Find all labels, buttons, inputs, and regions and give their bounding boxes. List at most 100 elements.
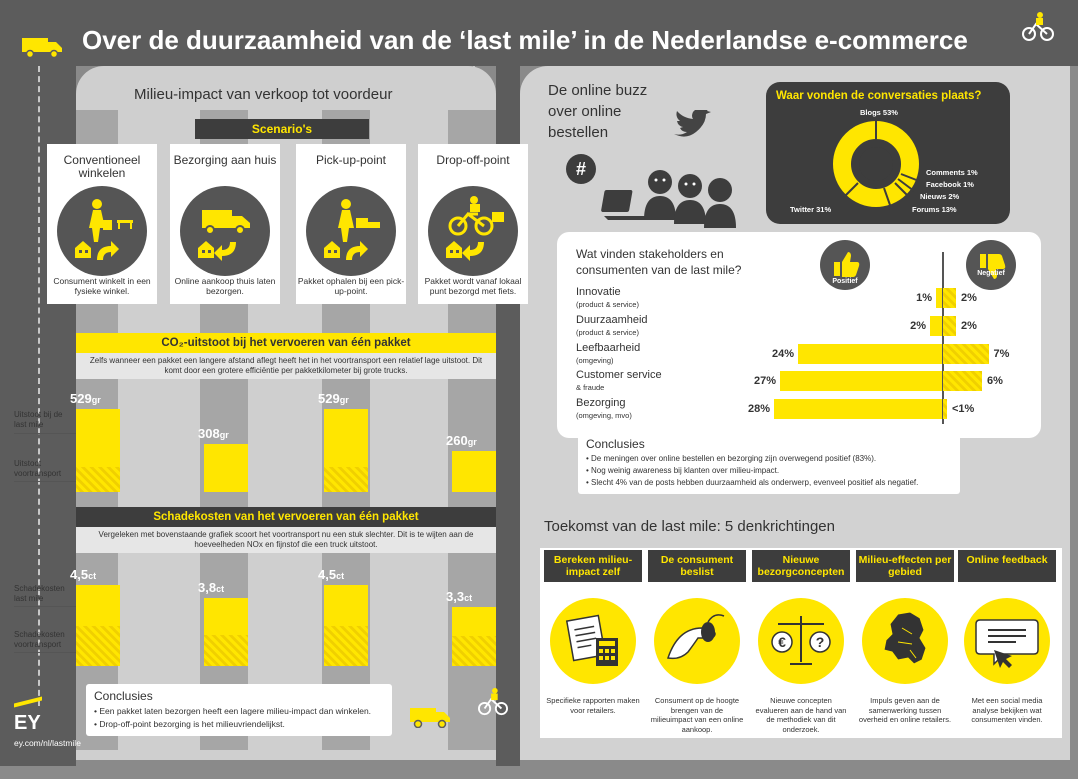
negatief-label: Negatief (977, 270, 1005, 277)
negative-bar (943, 344, 989, 364)
future-item-bezorgconcepten: Nieuwe bezorgconcepten €? Nieuwe concept… (752, 550, 850, 736)
future-item-feedback: Online feedback Met een social media ana… (958, 550, 1056, 736)
legend-line (14, 652, 118, 653)
future-head: De consument beslist (648, 550, 746, 582)
positive-bar (774, 399, 942, 419)
future-caption: Met een social media analyse bekijken wa… (971, 696, 1043, 724)
damage-bar (76, 585, 120, 626)
future-caption: Nieuwe concepten evalueren aan de hand v… (755, 696, 847, 734)
sentiment-row-label: Duurzaamheid (product & service) (576, 314, 648, 337)
people-on-laptop-icon (600, 160, 750, 230)
bicycle-icon (428, 186, 518, 276)
legend-line (14, 433, 118, 434)
conclusion-item: • Slecht 4% van de posts hebben duurzaam… (586, 478, 919, 487)
negative-pct: 6% (987, 375, 1003, 387)
future-head: Bereken milieu-impact zelf (544, 550, 642, 582)
future-item-gebied: Milieu-effecten per gebied Impuls geven … (856, 550, 954, 736)
scenario-caption: Pakket ophalen bij een pick-up-point. (297, 276, 405, 296)
thumbs-down-icon (966, 240, 1016, 290)
brand-url[interactable]: ey.com/nl/lastmile (14, 738, 81, 748)
donut-label-nieuws: Nieuws 2% (920, 192, 960, 201)
svg-text:€: € (778, 634, 786, 650)
future-caption: Impuls geven aan de samenwerking tussen … (858, 696, 952, 724)
positive-pct: 2% (910, 320, 926, 332)
where-title: Waar vonden de conversaties plaats? (776, 90, 982, 102)
sentiment-row-label: Leefbaarheid (omgeving) (576, 342, 641, 365)
scenario-caption: Pakket wordt vanaf lokaal punt bezorgd m… (424, 276, 522, 296)
negative-pct: 2% (961, 320, 977, 332)
co2-value: 529gr (70, 390, 101, 406)
co2-bar-voortransport (76, 467, 120, 492)
road-dash (38, 66, 40, 706)
co2-bar-voortransport (324, 467, 368, 492)
co2-value: 260gr (446, 433, 477, 449)
positive-bar (936, 288, 942, 308)
hand-mouse-icon (654, 598, 740, 684)
future-head: Nieuwe bezorgconcepten (752, 550, 850, 582)
shopping-person-icon (57, 186, 147, 276)
co2-bar (204, 443, 248, 492)
future-caption: Consument op de hoogte brengen van de mi… (650, 696, 744, 734)
co2-bar (452, 451, 496, 492)
positive-pct: 27% (753, 375, 776, 387)
conclusion-item: • De meningen over online bestellen en b… (586, 454, 877, 463)
future-title: Toekomst van de last mile: 5 denkrichtin… (544, 518, 835, 535)
positive-pct: 28% (747, 403, 770, 415)
damage-legend-top: Schadekosten last mile (14, 584, 65, 603)
damage-value: 3,3ct (446, 588, 473, 604)
netherlands-map-icon (862, 598, 948, 684)
positive-pct: 1% (916, 292, 932, 304)
bicycle-courier-icon (478, 686, 508, 716)
conclusions-title: Conclusies (586, 437, 645, 451)
damage-value: 4,5ct (318, 567, 345, 582)
svg-text:?: ? (816, 634, 825, 650)
positive-bar (930, 316, 942, 336)
co2-bar (324, 408, 368, 468)
conclusion-item: • Nog weinig awareness bij klanten over … (586, 466, 780, 475)
hashtag-icon: # (566, 154, 596, 184)
donut-label-facebook: Facebook 1% (926, 180, 974, 189)
damage-bar-voortransport (76, 625, 120, 666)
legend-line (14, 606, 118, 607)
sentiment-row-label: Bezorging (omgeving, mvo) (576, 397, 632, 420)
buzz-title: De online buzz over online bestellen (548, 82, 648, 141)
scenario-label: Drop-off-point (436, 153, 510, 167)
conclusion-item: • Drop-off-point bezorging is het milieu… (94, 719, 285, 729)
damage-bar (452, 606, 496, 637)
conclusions-title: Conclusies (94, 689, 153, 703)
negative-bar (943, 371, 982, 391)
positive-bar (798, 344, 942, 364)
delivery-van-icon (180, 186, 270, 276)
negative-pct: 2% (961, 292, 977, 304)
co2-subtitle: Zelfs wanneer een pakket een langere afs… (76, 353, 496, 379)
future-head: Milieu-effecten per gebied (856, 550, 954, 582)
axis-line (942, 252, 944, 424)
damage-legend-bottom: Schadekosten voortransport (14, 630, 65, 649)
damage-title: Schadekosten van het vervoeren van één p… (76, 507, 496, 527)
scenario-label: Bezorging aan huis (173, 153, 277, 167)
thumbs-up-icon (820, 240, 870, 290)
donut-label-comments: Comments 1% (926, 168, 978, 177)
damage-subtitle: Vergeleken met bovenstaande grafiek scoo… (76, 527, 496, 553)
damage-bar-voortransport (204, 635, 248, 666)
co2-value: 529gr (318, 390, 349, 406)
positive-bar (780, 371, 942, 391)
van-icon (22, 36, 62, 59)
scenario-label: Conventioneel winkelen (63, 153, 141, 180)
scale-icon: €? (758, 598, 844, 684)
co2-legend-bottom: Uitstoot voortransport (14, 459, 62, 478)
right-conclusions: Conclusies • De meningen over online bes… (578, 432, 960, 494)
positive-pct: 24% (771, 348, 794, 360)
co2-title: CO₂-uitstoot bij het vervoeren van één p… (76, 333, 496, 353)
damage-bar (324, 585, 368, 626)
negative-pct: <1% (952, 403, 975, 415)
donut-label-forums: Forums 13% (912, 205, 957, 214)
co2-legend-top: Uitstoot bij de last mile (14, 410, 63, 429)
negative-pct: 7% (993, 348, 1010, 360)
page-title: Over de duurzaamheid van de ‘last mile’ … (82, 25, 968, 55)
negative-bar (943, 316, 956, 336)
legend-line (14, 481, 118, 482)
damage-bar-voortransport (452, 636, 496, 666)
report-calculator-icon (550, 598, 636, 684)
